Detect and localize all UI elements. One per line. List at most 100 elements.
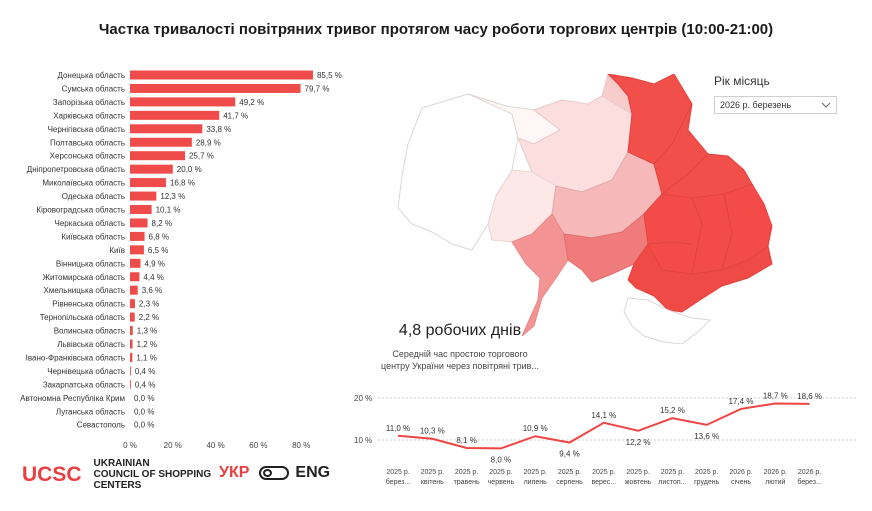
bar[interactable]: [130, 299, 135, 309]
bar-category-label: Донецька область: [57, 71, 125, 80]
bar-category-label: Черкаська область: [55, 219, 126, 228]
bar[interactable]: [130, 110, 220, 120]
monthly-line-chart: 20 % 10 % 11,0 % 2025 р. берез... 10,3 % 2025 …: [354, 391, 856, 486]
bar-category-label: Полтавська область: [50, 138, 125, 147]
language-switch: УКР ENG: [219, 464, 330, 482]
bar-value-label: 25,7 %: [189, 152, 214, 161]
bar-category-label: Вінницька область: [56, 259, 125, 268]
bar[interactable]: [130, 124, 203, 134]
bar[interactable]: [130, 352, 133, 362]
bar-value-label: 0,4 %: [135, 380, 155, 389]
bar[interactable]: [130, 379, 131, 389]
bar-category-label: Запорізька область: [53, 98, 125, 107]
bar[interactable]: [130, 339, 133, 349]
bar[interactable]: [130, 231, 145, 241]
map-region-crimea[interactable]: [623, 297, 712, 344]
bar-value-label: 49,2 %: [239, 98, 264, 107]
bar-category-label: Київська область: [61, 232, 125, 241]
bar[interactable]: [130, 326, 133, 336]
bar-value-label: 85,5 %: [317, 71, 342, 80]
logo-mark-text: UCSC: [22, 462, 82, 486]
bar-category-label: Львівська область: [57, 340, 125, 349]
point-value-label: 8,1 %: [456, 436, 476, 445]
bar[interactable]: [130, 258, 141, 268]
point-value-label: 8,0 %: [491, 455, 511, 464]
bar[interactable]: [130, 272, 140, 282]
map-region-zaporizhzhia-kherson[interactable]: [627, 243, 773, 313]
bar[interactable]: [130, 178, 166, 188]
kpi-subtitle: Середній час простою торгового центру Ук…: [360, 348, 560, 372]
point-value-label: 11,0 %: [386, 424, 410, 433]
bar-value-label: 0,4 %: [135, 367, 155, 376]
x-category-label: 2025 р. жовтень: [625, 469, 652, 486]
chevron-down-icon[interactable]: [821, 100, 831, 110]
x-category-label: 2025 р. травень: [454, 469, 480, 486]
year-month-dropdown[interactable]: 2026 р. березень: [714, 96, 837, 114]
bar-value-label: 28,9 %: [196, 138, 221, 147]
kpi-subtitle-line1: Середній час простою торгового: [392, 349, 528, 359]
map-region-odesa[interactable]: [511, 213, 569, 337]
x-category-label: 2026 р. берез...: [797, 469, 822, 486]
x-category-label: 2025 р. берез...: [386, 469, 411, 486]
bar-category-label: Рівненська область: [52, 300, 125, 309]
filter-value: 2026 р. березень: [720, 100, 792, 110]
filter-label: Рік місяць: [714, 74, 770, 88]
bar-category-label: Закарпатська область: [43, 380, 125, 389]
year-month-filter: Рік місяць 2026 р. березень: [714, 74, 837, 114]
lang-eng[interactable]: ENG: [295, 464, 331, 481]
bar[interactable]: [130, 164, 173, 174]
x-category-label: 2025 р. верес...: [591, 469, 616, 486]
bar[interactable]: [130, 83, 301, 93]
x-tick-label: 80 %: [292, 441, 310, 450]
y-tick-label: 10 %: [354, 436, 372, 445]
bar[interactable]: [130, 285, 138, 295]
bar-category-label: Одеська область: [62, 192, 125, 201]
bar-category-label: Чернівецька область: [47, 367, 125, 376]
kpi-subtitle-line2: центру України через повітряні трив...: [381, 361, 539, 371]
x-tick-label: 20 %: [164, 441, 182, 450]
series-line[interactable]: [397, 402, 810, 450]
lang-ukr[interactable]: УКР: [219, 464, 250, 481]
point-value-label: 9,4 %: [559, 450, 579, 459]
ukraine-map: [397, 74, 773, 344]
point-value-label: 15,2 %: [660, 406, 685, 415]
bar-category-label: Тернопільська область: [40, 313, 125, 322]
bar[interactable]: [130, 245, 144, 255]
bar[interactable]: [130, 151, 185, 161]
bar-value-label: 4,4 %: [143, 273, 163, 282]
bar-category-label: Кіровоградська область: [36, 206, 125, 215]
bar[interactable]: [130, 312, 135, 322]
language-toggle[interactable]: [259, 466, 290, 480]
y-tick-label: 20 %: [354, 394, 372, 403]
bar[interactable]: [130, 70, 313, 80]
bar-value-label: 0,0 %: [134, 421, 154, 430]
bar[interactable]: [130, 137, 192, 147]
bar-value-label: 1,3 %: [137, 327, 157, 336]
bar[interactable]: [130, 97, 236, 107]
logo-line1: UKRAINIAN: [93, 458, 150, 469]
x-category-label: 2026 р. січень: [729, 469, 752, 486]
bar-category-label: Луганська область: [56, 407, 125, 416]
bar-value-label: 0,0 %: [134, 394, 154, 403]
bar-value-label: 2,2 %: [139, 313, 159, 322]
ucsc-logo[interactable]: UCSC UKRAINIAN COUNCIL OF SHOPPING CENTE…: [22, 458, 211, 491]
region-bar-chart: Донецька область 85,5 % Сумська область 79,…: [20, 70, 342, 450]
bar[interactable]: [130, 366, 131, 376]
x-category-label: 2025 р. грудень: [694, 469, 719, 486]
x-category-label: 2025 р. квітень: [421, 469, 444, 486]
bar[interactable]: [130, 191, 157, 201]
bar-value-label: 4,9 %: [144, 259, 164, 268]
bar-value-label: 16,8 %: [170, 179, 195, 188]
logo-mark: UCSC: [22, 463, 82, 487]
bar-value-label: 6,8 %: [149, 232, 169, 241]
bar[interactable]: [130, 205, 152, 214]
bar-value-label: 41,7 %: [223, 111, 248, 120]
bar[interactable]: [130, 218, 148, 228]
bar-value-label: 8,2 %: [152, 219, 172, 228]
x-category-label: 2026 р. лютий: [764, 469, 787, 486]
bar-category-label: Миколаївська область: [42, 179, 125, 188]
bar-category-label: Харківська область: [53, 111, 125, 120]
bar-value-label: 1,1 %: [136, 353, 156, 362]
x-tick-label: 40 %: [206, 441, 224, 450]
bar-value-label: 33,8 %: [206, 125, 231, 134]
